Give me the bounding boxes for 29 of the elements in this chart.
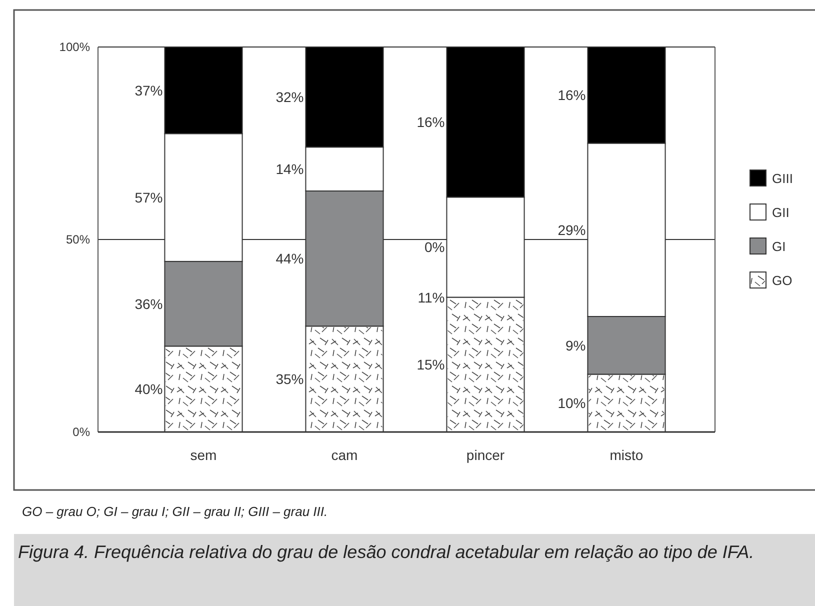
legend-label: GIII bbox=[772, 171, 793, 186]
annotation: 11% bbox=[418, 289, 445, 306]
x-tick-label: misto bbox=[610, 447, 644, 463]
y-tick-label: 100% bbox=[59, 40, 90, 54]
y-tick-label: 0% bbox=[72, 425, 90, 439]
legend-label: GO bbox=[772, 273, 792, 288]
annotation: 14% bbox=[276, 161, 304, 178]
annotation: 37% bbox=[134, 82, 163, 98]
text: Figura 4. Frequência relativa do grau de lesão condral acetabular em relação ao tipo de IFA. bbox=[18, 541, 756, 564]
legend-label: GII bbox=[772, 205, 790, 220]
annotation: 0% bbox=[424, 239, 445, 256]
x-tick-label: cam bbox=[331, 447, 358, 463]
annotation: 36% bbox=[134, 296, 163, 312]
x-tick-label: sem bbox=[190, 447, 217, 463]
annotation: 16% bbox=[416, 114, 445, 130]
annotation: 32% bbox=[276, 89, 304, 106]
annotation: 29% bbox=[558, 222, 586, 238]
y-tick-label: 50% bbox=[66, 232, 90, 246]
annotation: 35% bbox=[276, 371, 304, 388]
annotation: 16% bbox=[558, 87, 586, 104]
annotation: 44% bbox=[276, 250, 304, 267]
text: GO – grau O; GI – grau I; GII – grau II; GIII – grau III. bbox=[22, 504, 328, 519]
annotation: 10% bbox=[558, 395, 586, 412]
annotation: 15% bbox=[416, 356, 445, 373]
legend-label: GI bbox=[772, 239, 786, 254]
x-tick-label: pincer bbox=[466, 447, 505, 463]
annotation: 9% bbox=[565, 337, 586, 354]
annotation: 40% bbox=[134, 381, 163, 398]
annotation: 57% bbox=[134, 190, 163, 206]
